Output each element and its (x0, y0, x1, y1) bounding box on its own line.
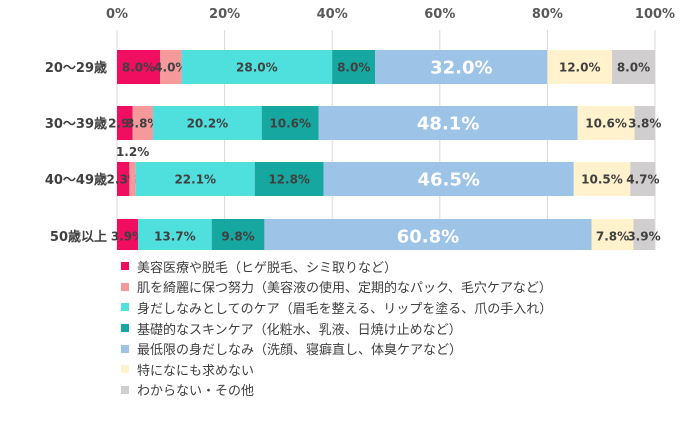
legend-item: 肌を綺麗に保つ努力（美容液の使用、定期的なパック、毛穴ケアなど） (121, 277, 681, 298)
data-label: 48.1% (417, 114, 479, 135)
bar-segment (129, 162, 136, 196)
legend-swatch (121, 324, 129, 333)
data-label: 10.6% (585, 117, 627, 131)
bar-segment (254, 162, 324, 196)
x-tick-label: 80% (532, 7, 563, 22)
bar-segment (117, 106, 133, 140)
bar-segment (591, 219, 634, 250)
data-label: 4.0% (154, 61, 187, 75)
legend-label: わからない・その他 (137, 384, 255, 400)
data-label: 3.8% (126, 117, 159, 131)
data-label: 28.0% (236, 61, 278, 75)
legend-label: 美容医療や脱毛（ヒゲ脱毛、シミ取りなど） (137, 260, 398, 276)
category-label: 40〜49歳 (45, 172, 107, 188)
legend-swatch (121, 385, 129, 394)
bar-segment (630, 162, 656, 196)
bar-segment (117, 219, 138, 250)
data-label: 20.2% (187, 117, 229, 131)
legend-label: 最低限の身だしなみ（洗顔、寝癖直し、体臭ケアなど） (137, 343, 463, 359)
data-label: 9.8% (221, 230, 254, 244)
bar-segment (611, 50, 655, 84)
bar-segment (633, 219, 655, 250)
bar-segment (634, 106, 655, 140)
bar-segment (181, 50, 333, 84)
data-label: 8.0% (122, 61, 155, 75)
stacked-bar-chart: 0% 20% 40% 60% 80% 100% 20〜29歳 30〜39歳 40〜49歳 50歳以… (45, 7, 675, 250)
legend-item: 身だしなみとしてのケア（眉毛を整える、リップを塗る、爪の手入れ） (121, 297, 681, 318)
data-label: 10.5% (581, 173, 623, 187)
category-label: 50歳以上 (50, 229, 107, 245)
x-tick-label: 20% (209, 7, 240, 22)
legend-item: 美容医療や脱毛（ヒゲ脱毛、シミ取りなど） (121, 256, 681, 277)
legend-label: 身だしなみとしてのケア（眉毛を整える、リップを塗る、爪の手入れ） (137, 301, 553, 317)
bar-segment (132, 106, 154, 140)
data-label: 12.0% (559, 61, 601, 75)
legend-item: 特になにも求めない (121, 359, 681, 380)
bar-segment (211, 219, 265, 250)
legend-label: 基礎的なスキンケア（化粧水、乳液、日焼け止めなど） (137, 322, 462, 338)
data-label: 12.8% (268, 173, 310, 187)
legend-swatch (121, 303, 129, 312)
bar-segment (153, 106, 262, 140)
data-label: 8.0% (337, 61, 370, 75)
bar-segment (323, 162, 574, 196)
legend-item: 基礎的なスキンケア（化粧水、乳液、日焼け止めなど） (121, 318, 681, 339)
bar-segment (160, 50, 182, 84)
legend-swatch (121, 262, 129, 271)
x-tick-label: 0% (106, 7, 128, 22)
legend: 美容医療や脱毛（ヒゲ脱毛、シミ取りなど） 肌を綺麗に保つ努力（美容液の使用、定期的… (121, 256, 681, 400)
category-label: 20〜29歳 (45, 60, 107, 76)
data-label: 3.9% (627, 230, 660, 244)
data-label: 22.1% (174, 173, 216, 187)
bar-segment (573, 162, 631, 196)
bar-segment (135, 162, 255, 196)
bar-segment (117, 50, 161, 84)
data-label: 3.8% (628, 117, 661, 131)
bar-segment (375, 50, 548, 84)
data-label: 7.8% (596, 230, 629, 244)
legend-item: わからない・その他 (121, 380, 681, 401)
data-label: 60.8% (397, 227, 459, 248)
bar-segment (332, 50, 376, 84)
legend-label: 肌を綺麗に保つ努力（美容液の使用、定期的なパック、毛穴ケアなど） (137, 281, 552, 297)
data-label: 3.9% (111, 230, 144, 244)
bar-segment (547, 50, 612, 84)
data-label: 8.0% (617, 61, 650, 75)
legend-swatch (121, 344, 129, 353)
legend-swatch (121, 365, 129, 374)
legend-swatch (121, 282, 129, 291)
legend-label: 特になにも求めない (137, 363, 255, 379)
data-label: 10.6% (269, 117, 311, 131)
bar-segment (264, 219, 592, 250)
data-label: 4.7% (626, 173, 659, 187)
data-label: 32.0% (430, 58, 492, 79)
x-tick-label: 60% (424, 7, 455, 22)
data-label: 13.7% (154, 230, 196, 244)
bar-segment (577, 106, 635, 140)
bar-segment (137, 219, 212, 250)
category-label: 30〜39歳 (45, 116, 107, 132)
x-tick-label: 100% (635, 7, 675, 22)
x-tick-label: 40% (317, 7, 348, 22)
data-label: 46.5% (417, 170, 479, 191)
bar-segment (261, 106, 319, 140)
legend-item: 最低限の身だしなみ（洗顔、寝癖直し、体臭ケアなど） (121, 338, 681, 359)
bar-segment (318, 106, 578, 140)
bar-segment (117, 162, 130, 196)
data-label: 1.2% (116, 145, 149, 159)
